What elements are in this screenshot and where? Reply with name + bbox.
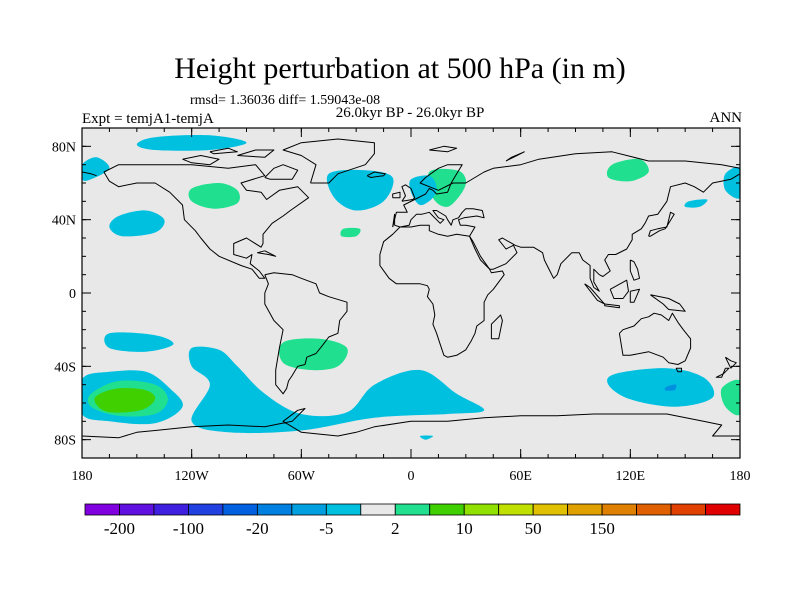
- coastline: [675, 367, 682, 373]
- coastline: [392, 151, 740, 228]
- anomaly-region: [606, 158, 649, 182]
- coastline: [429, 145, 458, 153]
- lon-tick-label: 60E: [509, 469, 532, 484]
- colorbar-label: -20: [246, 519, 269, 538]
- coastline: [209, 147, 238, 155]
- coastline: [609, 279, 629, 299]
- lat-tick-label: 80N: [52, 140, 76, 155]
- coastline: [103, 164, 310, 279]
- anomaly-region: [607, 368, 715, 407]
- stats-line: rmsd= 1.36036 diff= 1.59043e-08: [190, 93, 381, 108]
- coastline: [264, 272, 348, 395]
- coastline: [650, 294, 686, 312]
- colorbar-label: 2: [391, 519, 400, 538]
- colorbar-swatch: [601, 503, 637, 516]
- colorbar-swatch: [429, 503, 465, 516]
- lon-tick-label: 180: [72, 469, 93, 484]
- anomaly-region: [82, 157, 110, 181]
- colorbar-label: 50: [524, 519, 542, 538]
- colorbar-swatch: [498, 503, 534, 516]
- colorbar-label: 10: [455, 519, 473, 538]
- anomaly-region: [340, 227, 361, 238]
- lat-tick-label: 80S: [54, 434, 76, 449]
- coastline: [505, 151, 525, 162]
- coastline: [618, 312, 692, 365]
- colorbar-swatch: [325, 503, 362, 516]
- coastline: [401, 184, 416, 202]
- lat-tick-label: 40N: [52, 214, 76, 229]
- anomaly-region: [720, 379, 740, 416]
- colorbar-swatch: [532, 503, 569, 516]
- colorbar-label: -200: [103, 519, 136, 538]
- coastline: [366, 171, 386, 178]
- lon-tick-label: 60W: [288, 469, 316, 484]
- lon-tick-label: 120E: [616, 469, 646, 484]
- coastline: [490, 314, 503, 340]
- anomaly-region: [723, 167, 740, 199]
- colorbar-swatch: [188, 503, 224, 516]
- axis-ticks: 180 120W 60W 0 60E 120E 180 80N 40N 0 40S 80S: [52, 128, 751, 484]
- coastline: [264, 164, 299, 180]
- anomaly-region: [136, 134, 247, 151]
- chart-title: Height perturbation at 500 hPa (in m): [174, 52, 626, 85]
- colorbar-swatch: [222, 503, 258, 516]
- colorbar-swatch: [705, 503, 741, 516]
- anomaly-region: [326, 169, 394, 211]
- coastline: [648, 211, 675, 237]
- colorbar-label: -5: [319, 519, 334, 538]
- colorbar-swatch: [84, 503, 120, 516]
- anomaly-region: [684, 199, 708, 208]
- lon-tick-label: 120W: [175, 469, 210, 484]
- lat-tick-label: 0: [69, 287, 76, 302]
- colorbar-label: 150: [589, 519, 615, 538]
- experiment-label: Expt = temjA1-temjA: [82, 111, 214, 127]
- colorbar-swatch: [119, 503, 155, 516]
- anomaly-region: [664, 384, 677, 391]
- coastline: [392, 191, 401, 199]
- colorbar-label: -100: [172, 519, 204, 538]
- coastline: [379, 224, 505, 358]
- colorbar-swatch: [360, 503, 396, 516]
- anomaly-region: [94, 387, 156, 413]
- coastline: [604, 303, 620, 309]
- anomaly-region: [419, 435, 433, 440]
- anomaly-region: [409, 175, 437, 206]
- anomaly-region: [109, 210, 165, 237]
- lat-tick-label: 40S: [54, 360, 76, 375]
- coastline: [584, 283, 606, 305]
- colorbar-swatch: [394, 503, 431, 516]
- coastline: [282, 138, 375, 184]
- period-label: 26.0kyr BP - 26.0kyr BP: [335, 105, 485, 121]
- colorbar-swatch: [153, 503, 189, 516]
- lon-tick-label: 0: [408, 469, 415, 484]
- anomaly-region: [104, 332, 174, 352]
- coastline: [629, 259, 640, 281]
- coastlines: [82, 138, 740, 439]
- colorbar-swatch: [670, 503, 706, 516]
- coastline: [629, 288, 640, 303]
- coastline: [82, 171, 97, 177]
- coastline: [182, 155, 220, 166]
- coastline: [392, 173, 740, 292]
- coastline: [237, 149, 275, 158]
- colorbar-swatch: [463, 503, 500, 516]
- anomaly-region: [188, 182, 240, 209]
- anomaly-regions: [82, 128, 740, 458]
- colorbar-swatch: [256, 503, 293, 516]
- lon-tick-label: 180: [730, 469, 751, 484]
- colorbar-swatch: [291, 503, 327, 516]
- coastline: [82, 408, 740, 439]
- anomaly-region: [188, 346, 485, 434]
- season-label: ANN: [709, 110, 743, 126]
- colorbar-swatch: [636, 503, 672, 516]
- colorbar: [84, 503, 741, 516]
- coastline: [257, 250, 277, 257]
- anomaly-region: [427, 168, 467, 207]
- colorbar-swatch: [567, 503, 603, 516]
- coastline: [715, 367, 730, 378]
- coastline: [724, 356, 737, 369]
